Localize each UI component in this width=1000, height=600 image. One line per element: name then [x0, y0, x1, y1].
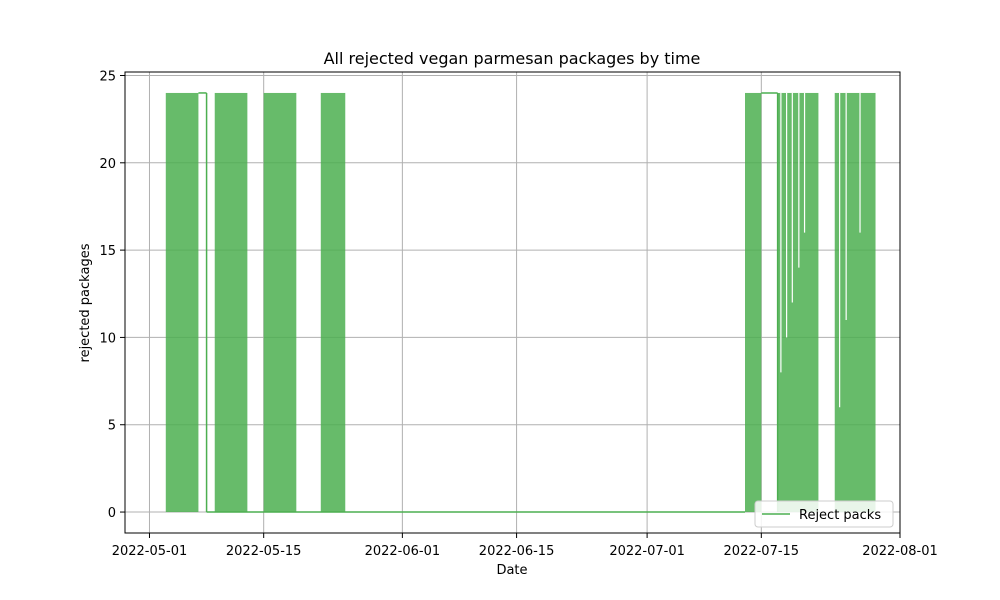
series-band: [834, 92, 876, 513]
series-band: [165, 92, 199, 513]
series-band: [263, 92, 297, 513]
y-tick-label: 10: [99, 331, 116, 346]
series-band: [777, 92, 819, 513]
chart-title: All rejected vegan parmesan packages by …: [324, 49, 701, 68]
x-axis: 2022-05-01 2022-05-15 2022-06-01 2022-06-15…: [112, 533, 938, 559]
series-band: [745, 92, 762, 513]
series-band: [214, 92, 248, 513]
x-tick-label: 2022-07-01: [609, 544, 685, 559]
x-tick-label: 2022-06-01: [365, 544, 441, 559]
y-axis: 0 5 10 15 20 25: [99, 69, 125, 521]
legend-label: Reject packs: [799, 508, 881, 523]
legend-box: [754, 500, 894, 528]
series-band: [320, 92, 346, 513]
y-tick-label: 5: [108, 419, 116, 434]
x-axis-label: Date: [496, 563, 527, 578]
y-tick-label: 25: [99, 69, 116, 84]
y-tick-label: 20: [99, 157, 116, 172]
x-tick-label: 2022-05-15: [226, 544, 302, 559]
plot-data: [165, 92, 876, 513]
x-tick-label: 2022-08-01: [862, 544, 938, 559]
x-tick-label: 2022-06-15: [479, 544, 555, 559]
x-tick-label: 2022-07-15: [724, 544, 800, 559]
y-axis-label: rejected packages: [78, 243, 93, 362]
legend: Reject packs: [754, 500, 894, 528]
y-tick-label: 0: [108, 506, 116, 521]
y-tick-label: 15: [99, 244, 116, 259]
x-tick-label: 2022-05-01: [112, 544, 188, 559]
plot-frame: [124, 71, 901, 534]
